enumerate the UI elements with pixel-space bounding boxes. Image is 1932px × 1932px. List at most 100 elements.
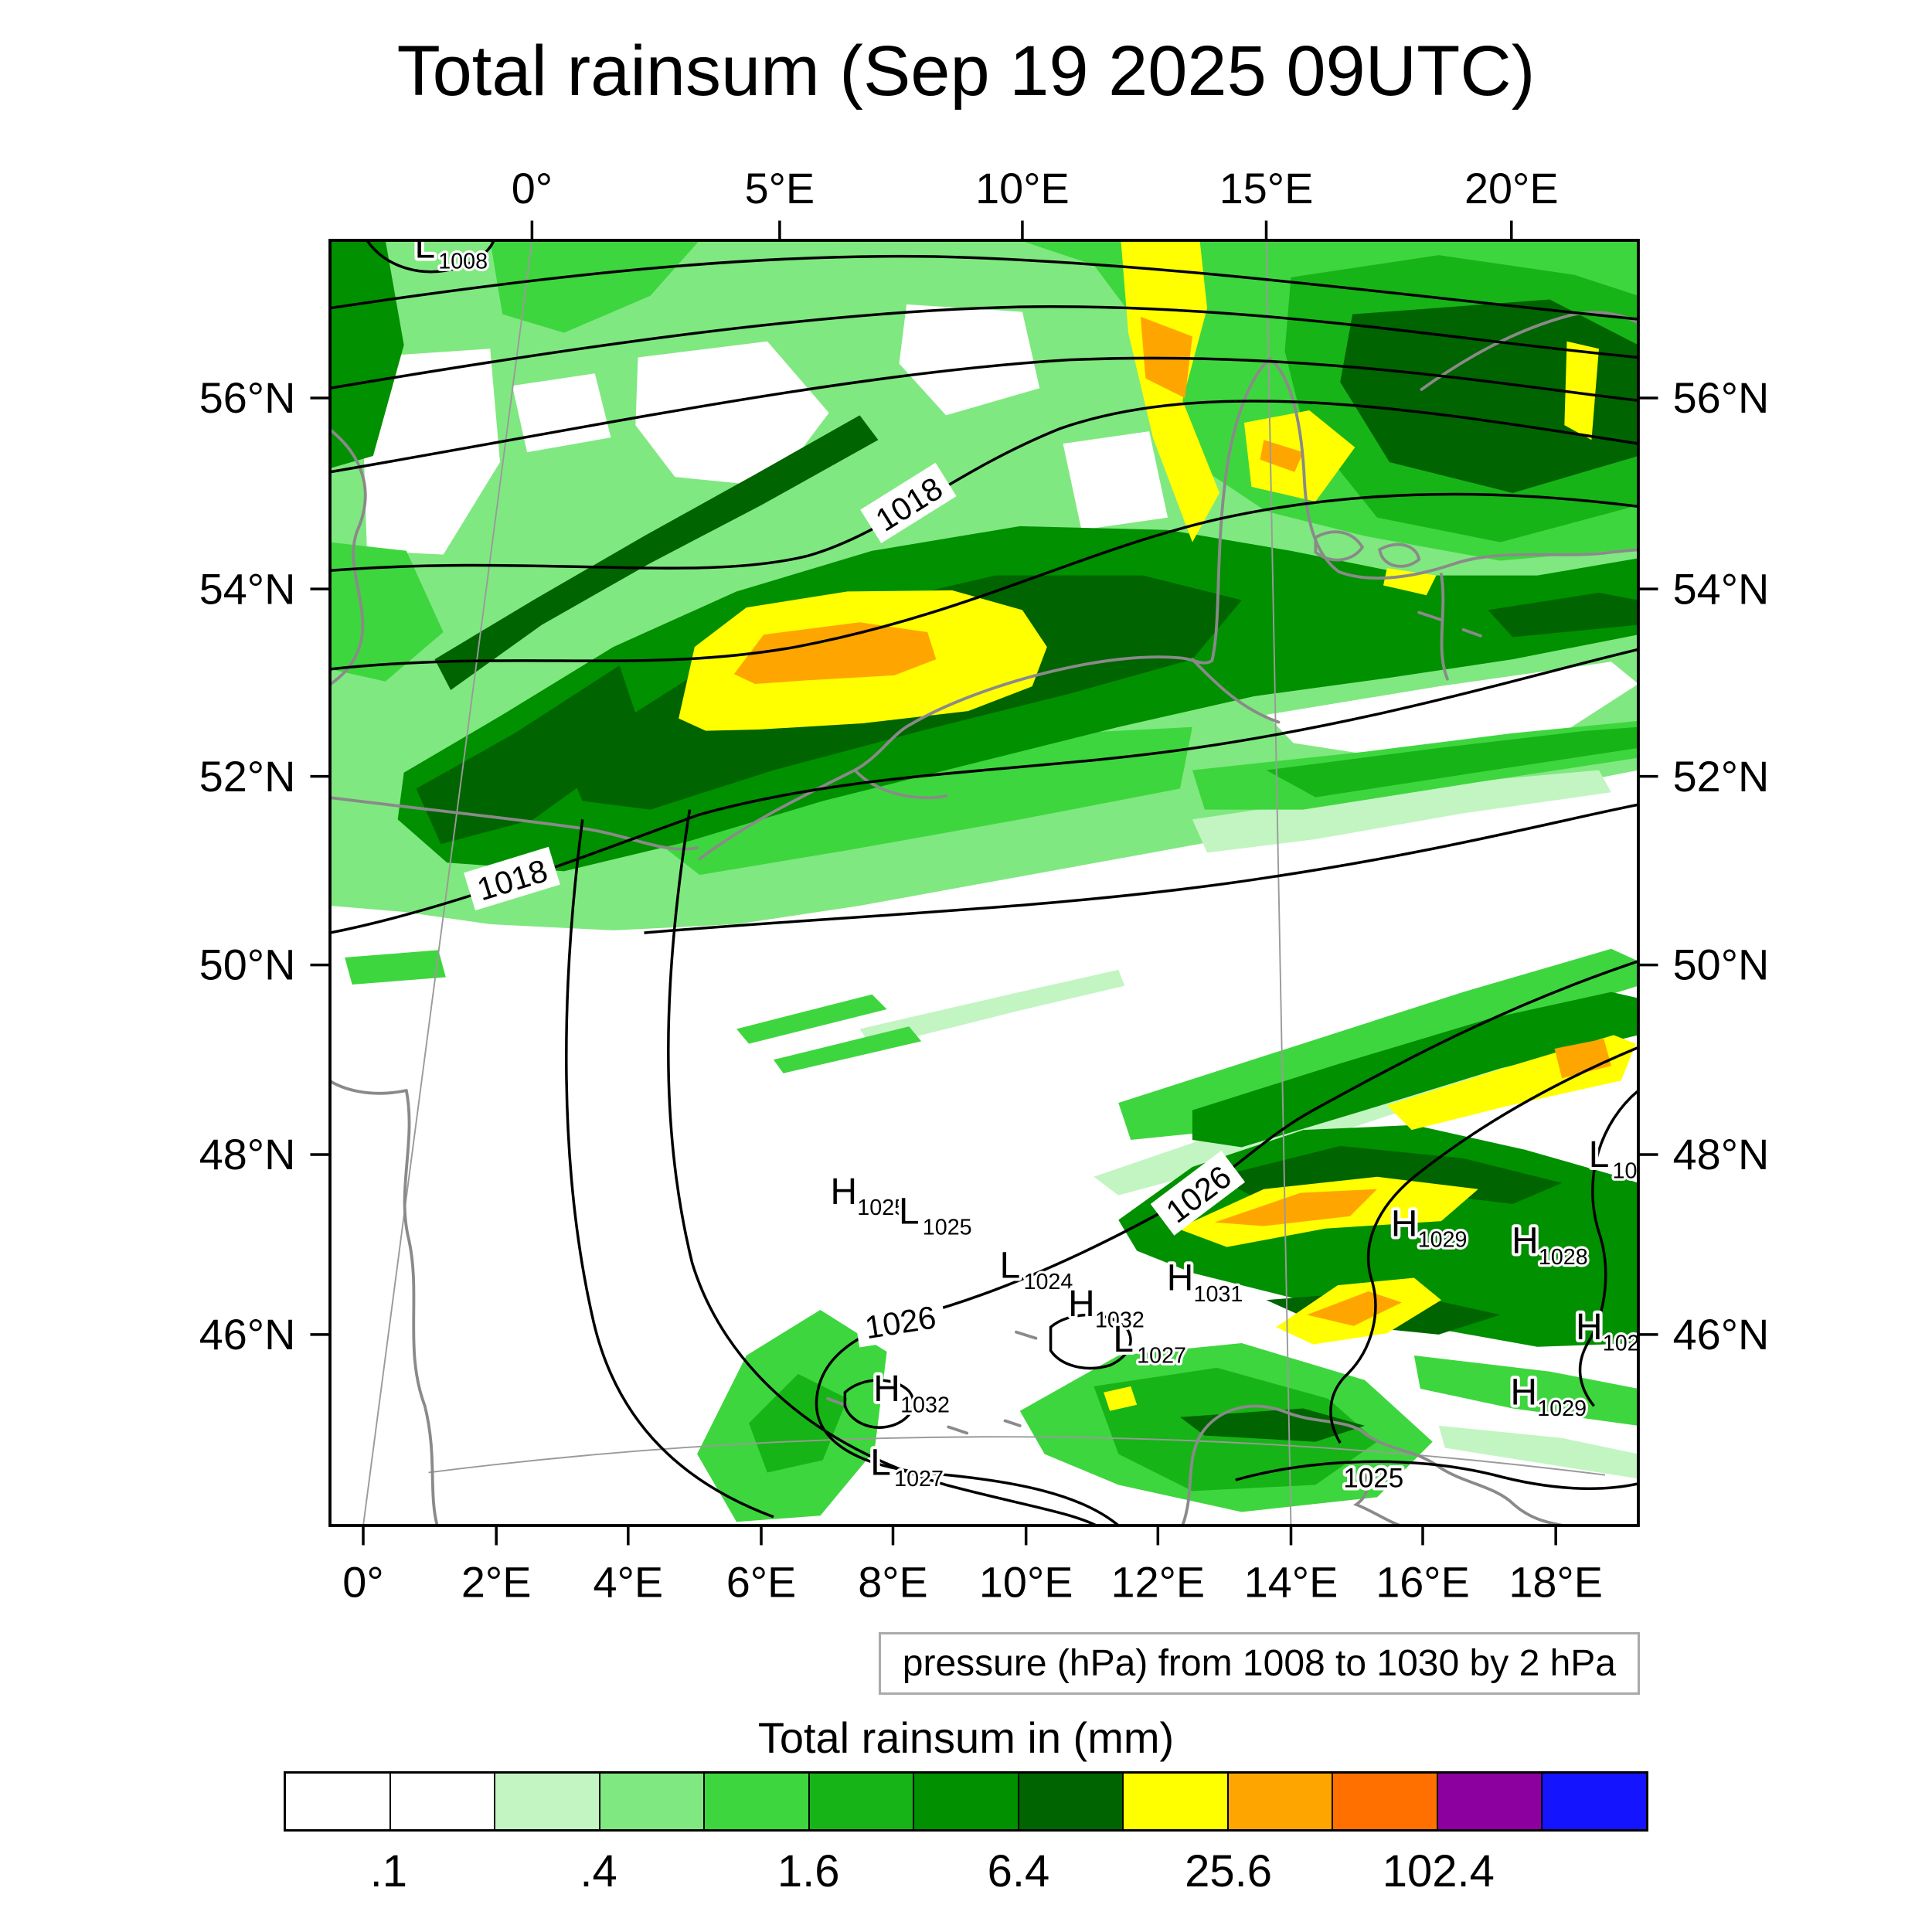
pressure-center-value: 1027 — [894, 1467, 944, 1492]
colorbar-label: 1.6 — [777, 1846, 840, 1896]
rain-region-w — [1189, 846, 1316, 926]
colorbar — [284, 1771, 1648, 1832]
axis-tick-label-bottom: 6°E — [726, 1557, 797, 1606]
rain-region-g4 — [749, 1373, 848, 1473]
rain-region-w — [635, 341, 829, 487]
colorbar-segment — [598, 1774, 704, 1829]
colorbar-segment — [389, 1774, 495, 1829]
colorbar-label: 6.4 — [987, 1846, 1050, 1896]
axis-tick-label-left: 52°N — [199, 752, 296, 801]
pressure-center-value: 102 — [1603, 1332, 1640, 1356]
pressure-caption: pressure (hPa) from 1008 to 1030 by 2 hP… — [878, 1632, 1640, 1695]
rain-region-g3 — [490, 240, 700, 333]
coastline — [1268, 357, 1638, 580]
pressure-center-letter: H — [1068, 1284, 1095, 1325]
rain-region-or — [1307, 1291, 1402, 1326]
axis-tick-label-bottom: 18°E — [1509, 1557, 1603, 1606]
rain-region-g1 — [1192, 770, 1611, 853]
axis-tick-label-right: 54°N — [1673, 564, 1770, 613]
pressure-center-letter: L — [1000, 1246, 1021, 1287]
colorbar-label: .4 — [580, 1846, 617, 1896]
pressure-center-letter: H — [873, 1369, 900, 1410]
rain-region-g3 — [1118, 948, 1638, 1140]
colorbar-segment — [703, 1774, 808, 1829]
contour-label-box — [853, 1294, 947, 1348]
coastline — [1378, 543, 1421, 568]
pressure-center-h: H 1032 — [1065, 1281, 1147, 1335]
coastline — [330, 796, 699, 851]
rain-region-g4 — [1266, 726, 1638, 798]
axis-tick-label-bottom: 16°E — [1376, 1557, 1470, 1606]
colorbar-segment — [1436, 1774, 1542, 1829]
pressure-contour — [565, 819, 774, 1519]
contour-label-box — [464, 846, 560, 911]
colorbar-segment — [808, 1774, 913, 1829]
pressure-center-value: 10 — [1613, 1158, 1638, 1183]
colorbar-segment — [1226, 1774, 1332, 1829]
pressure-contour — [1329, 1046, 1638, 1444]
pressure-center-l: L 10 — [1586, 1131, 1638, 1186]
contour-label: 1026 — [853, 1294, 947, 1348]
coastline — [330, 1079, 408, 1095]
rain-region-g6 — [1488, 593, 1638, 638]
pressure-center-l: L 1008 — [411, 225, 490, 277]
pressure-center-value: 1029 — [1418, 1228, 1468, 1253]
pressure-center-letter: L — [1113, 1319, 1134, 1360]
colorbar-label: 102.4 — [1382, 1846, 1495, 1896]
axis-tick-label-bottom: 14°E — [1244, 1557, 1338, 1606]
graticule-line — [1265, 240, 1292, 1526]
axis-tick-label-top: 10°E — [975, 164, 1070, 213]
rain-region-yl — [1383, 568, 1437, 596]
axis-tick-label-left: 56°N — [199, 373, 296, 422]
axis-tick-label-top: 0° — [512, 164, 553, 213]
rain-region-g3 — [345, 950, 446, 985]
axis-tick-label-right: 46°N — [1673, 1310, 1770, 1359]
coastline — [1191, 658, 1281, 724]
map-panel: 1018 1018 1026 1026 L 1008 H 1025 L 1025 L 1024 H 103… — [199, 164, 1770, 1606]
colorbar-segment — [1332, 1774, 1437, 1829]
pressure-contour — [330, 492, 1638, 671]
pressure-center-l: L 1025 — [896, 1188, 975, 1243]
coastline — [1352, 1466, 1403, 1526]
rain-region-yl — [1564, 341, 1599, 440]
axis-tick-label-top: 5°E — [745, 164, 815, 213]
axis-tick-label-left: 54°N — [199, 564, 296, 613]
pressure-center-value: 1027 — [1137, 1344, 1186, 1369]
colorbar-segment — [286, 1774, 389, 1829]
colorbar-segment — [494, 1774, 599, 1829]
axis-tick-label-left: 46°N — [199, 1310, 296, 1359]
pressure-center-value: 1025 — [857, 1196, 906, 1220]
pressure-contour — [1235, 1460, 1638, 1490]
pressure-center-letter: H — [1512, 1221, 1539, 1262]
rain-region-g6 — [1179, 1408, 1366, 1442]
rain-region-g3 — [1413, 1355, 1638, 1426]
rain-region-g1 — [1438, 1425, 1638, 1479]
contour-label-box — [860, 462, 957, 543]
pressure-contour — [330, 254, 1638, 321]
pressure-center-letter: L — [414, 225, 435, 266]
axis-tick-label-bottom: 12°E — [1111, 1557, 1206, 1606]
rain-region-w — [360, 349, 500, 555]
pressure-center-letter: H — [831, 1172, 858, 1213]
rain-region-g6 — [434, 415, 879, 690]
pressure-center-letter: H — [1167, 1257, 1194, 1298]
rain-region-yl — [1104, 1386, 1138, 1411]
pressure-center-letter: H — [1391, 1203, 1418, 1244]
pressure-center-value: 1028 — [1539, 1245, 1588, 1270]
pressure-center-value: 1008 — [438, 250, 488, 274]
pressure-contour — [843, 1379, 915, 1429]
rain-region-g3 — [736, 994, 887, 1044]
coastline — [403, 1089, 439, 1526]
pressure-contour — [330, 356, 1638, 474]
pressure-contour — [667, 809, 1097, 1526]
pressure-center-letter: L — [1589, 1134, 1610, 1175]
axis-tick-label-bottom: 4°E — [594, 1557, 664, 1606]
pressure-contour — [366, 240, 495, 274]
pressure-center-h: H 1029 — [1507, 1369, 1589, 1424]
rain-region-yl — [1121, 240, 1219, 543]
axis-tick-label-top: 15°E — [1219, 164, 1314, 213]
colorbar-label: .1 — [369, 1846, 408, 1896]
axis-tick-label-top: 20°E — [1464, 164, 1559, 213]
map-frame — [328, 239, 1640, 1527]
